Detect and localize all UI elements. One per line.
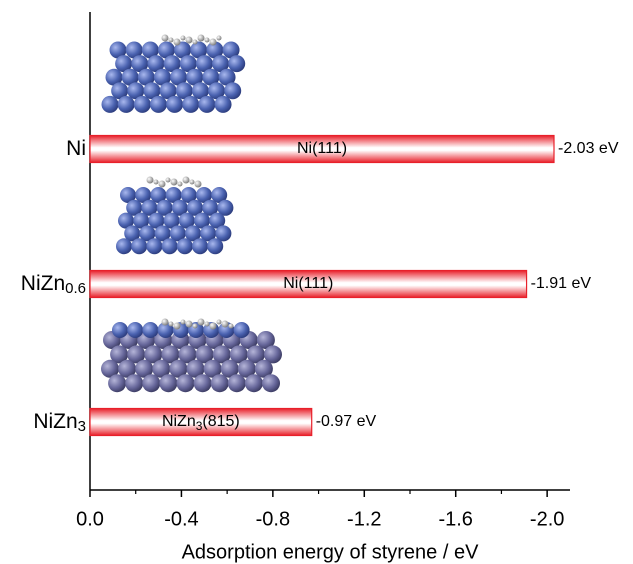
molecule-atom xyxy=(166,178,171,183)
x-tick-label: -1.2 xyxy=(347,508,381,530)
value-label: -1.91 eV xyxy=(531,275,592,292)
atom xyxy=(142,374,160,392)
atom xyxy=(198,96,215,113)
molecule-atom xyxy=(229,324,234,329)
atom xyxy=(228,374,246,392)
atom xyxy=(142,322,158,338)
atom xyxy=(182,96,199,113)
molecule-atom xyxy=(205,38,210,43)
atom xyxy=(245,374,263,392)
chart: Adsorption energy of styrene / eV 0.0 -0.… xyxy=(0,0,633,564)
atom xyxy=(102,96,119,113)
molecule-atom xyxy=(174,323,181,330)
atom xyxy=(166,96,183,113)
value-label: -0.97 eV xyxy=(316,413,377,430)
molecule-atom xyxy=(210,323,217,330)
molecule-atom xyxy=(154,180,159,185)
atom xyxy=(146,238,162,254)
atom xyxy=(234,322,250,338)
atom xyxy=(194,374,212,392)
atom xyxy=(211,374,229,392)
molecule-atom xyxy=(205,322,210,327)
atom xyxy=(125,374,143,392)
atom xyxy=(116,238,132,254)
molecule-atom xyxy=(178,182,183,187)
molecule-atom xyxy=(181,36,186,41)
atom xyxy=(150,96,167,113)
atom xyxy=(159,374,177,392)
x-tick-label: -0.4 xyxy=(164,508,198,530)
molecule-atom xyxy=(169,38,174,43)
atom xyxy=(112,322,128,338)
surface-models xyxy=(101,35,282,393)
atom xyxy=(118,96,135,113)
molecule-atom xyxy=(186,37,193,44)
molecule-atom xyxy=(147,177,154,184)
molecule-atom xyxy=(183,177,190,184)
y-tick-label: NiZn0.6 xyxy=(21,272,86,297)
x-tick-label: -2.0 xyxy=(530,508,564,530)
molecule-atom xyxy=(159,181,166,188)
atom xyxy=(215,96,232,113)
molecule-atom xyxy=(210,39,217,46)
molecule-atom xyxy=(222,321,229,328)
molecule-atom xyxy=(171,179,178,186)
atom xyxy=(134,96,151,113)
molecule-atom xyxy=(193,40,198,45)
bar-label: Ni(111) xyxy=(283,275,333,292)
atom xyxy=(177,238,193,254)
x-tick-label: 0.0 xyxy=(76,508,104,530)
x-tick-label: -1.6 xyxy=(438,508,472,530)
molecule-atom xyxy=(162,35,169,42)
molecule-atom xyxy=(193,324,198,329)
value-label: -2.03 eV xyxy=(558,140,619,157)
molecule-atom xyxy=(190,180,195,185)
molecule-atom xyxy=(217,320,222,325)
molecule-atom xyxy=(217,36,222,41)
atom xyxy=(131,238,147,254)
atom xyxy=(207,238,223,254)
molecule-atom xyxy=(198,319,205,326)
atom xyxy=(108,374,126,392)
atom xyxy=(262,374,280,392)
molecule-atom xyxy=(169,322,174,327)
x-tick-label: -0.8 xyxy=(256,508,290,530)
molecule-atom xyxy=(186,321,193,328)
bar-label: Ni(111) xyxy=(297,140,347,157)
atom xyxy=(127,322,143,338)
atom xyxy=(192,238,208,254)
molecule-atom xyxy=(181,320,186,325)
x-axis-title: Adsorption energy of styrene / eV xyxy=(182,541,479,563)
y-tick-label: Ni xyxy=(66,137,86,160)
molecule-atom xyxy=(195,181,202,188)
atom xyxy=(177,374,195,392)
y-tick-label: NiZn3 xyxy=(33,410,86,435)
molecule-atom xyxy=(162,319,169,326)
molecule-atom xyxy=(198,35,205,42)
molecule-atom xyxy=(174,39,181,46)
atom xyxy=(162,238,178,254)
